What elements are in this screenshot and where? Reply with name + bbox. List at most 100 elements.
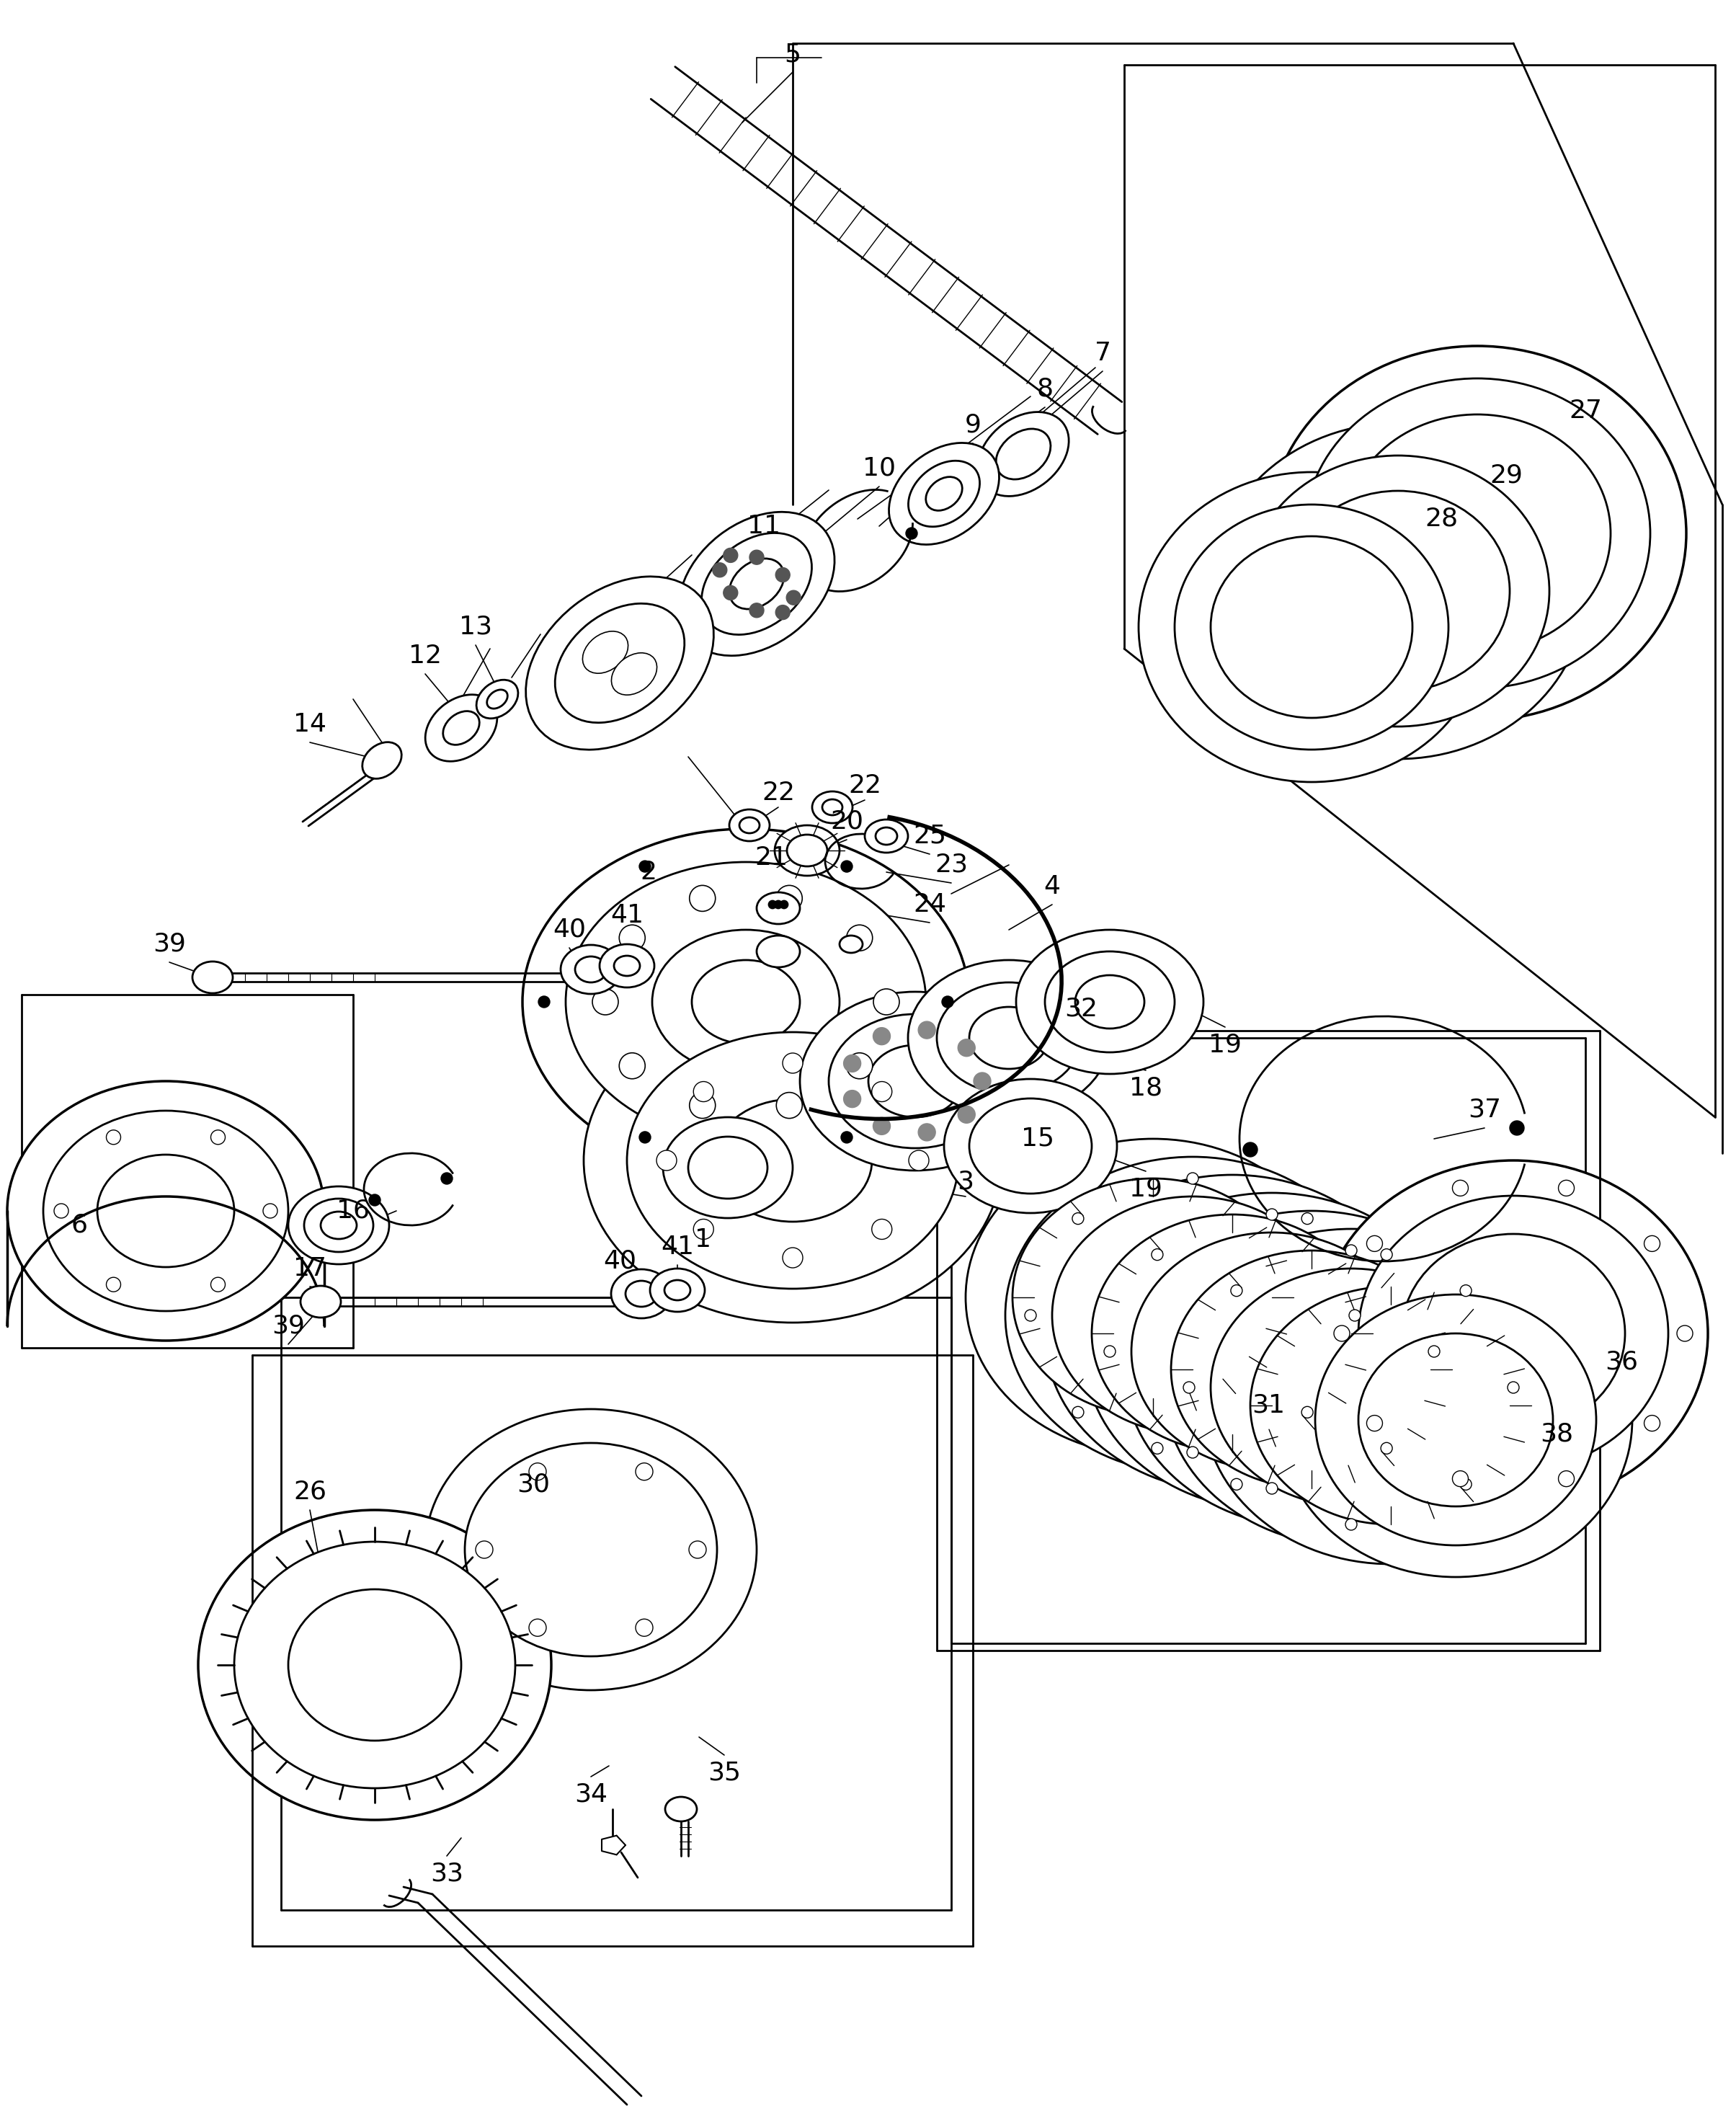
Circle shape [639,860,651,873]
Circle shape [656,1150,677,1171]
Ellipse shape [653,930,840,1074]
Circle shape [1510,1120,1524,1135]
Circle shape [639,1131,651,1144]
Text: 15: 15 [1021,1127,1054,1150]
Ellipse shape [1246,455,1549,727]
Ellipse shape [757,892,800,924]
Ellipse shape [823,799,842,816]
Circle shape [1460,1478,1472,1490]
Circle shape [1460,1285,1472,1296]
Circle shape [1266,1209,1278,1220]
Circle shape [1345,1518,1358,1531]
Ellipse shape [1250,1287,1531,1524]
Ellipse shape [969,1006,1049,1070]
Circle shape [1266,1482,1278,1495]
Circle shape [689,1093,715,1118]
Ellipse shape [1269,347,1686,721]
Text: 19: 19 [1130,1177,1163,1201]
Ellipse shape [193,962,233,994]
Ellipse shape [1045,1175,1420,1492]
Circle shape [769,901,776,909]
Ellipse shape [1052,1197,1333,1433]
Ellipse shape [583,632,628,674]
Circle shape [693,1082,713,1101]
Circle shape [1073,1213,1083,1224]
Ellipse shape [1210,1268,1491,1507]
Circle shape [1559,1471,1575,1486]
Text: 7: 7 [1094,340,1111,366]
Ellipse shape [977,412,1069,497]
Ellipse shape [1175,505,1448,750]
Text: 38: 38 [1540,1423,1573,1446]
Text: 17: 17 [293,1256,326,1281]
Ellipse shape [729,558,785,609]
Text: 12: 12 [408,643,441,668]
Ellipse shape [583,998,1002,1323]
Ellipse shape [800,991,1031,1171]
Circle shape [1366,1237,1382,1251]
Circle shape [210,1131,226,1144]
Circle shape [529,1463,547,1480]
Ellipse shape [300,1285,340,1317]
Ellipse shape [234,1541,516,1788]
Ellipse shape [575,956,608,983]
Ellipse shape [1005,1156,1380,1473]
Circle shape [1302,1213,1312,1224]
Text: 36: 36 [1604,1351,1639,1374]
Ellipse shape [665,1797,696,1822]
Circle shape [906,528,917,539]
Circle shape [799,541,809,554]
Text: 14: 14 [293,712,326,736]
Ellipse shape [505,1476,677,1624]
Ellipse shape [701,533,812,634]
Ellipse shape [1139,471,1484,782]
Text: 8: 8 [1036,376,1054,402]
Ellipse shape [321,1211,356,1239]
Ellipse shape [679,512,835,655]
Text: 2: 2 [641,860,656,884]
Circle shape [750,550,764,564]
Circle shape [873,989,899,1015]
Circle shape [1453,1180,1469,1197]
Ellipse shape [875,827,898,846]
Ellipse shape [1401,1235,1625,1433]
Circle shape [1243,1142,1257,1156]
Circle shape [1187,1173,1198,1184]
Text: 16: 16 [337,1199,370,1224]
Ellipse shape [523,829,969,1175]
Ellipse shape [757,937,800,968]
Circle shape [1349,1311,1361,1321]
Ellipse shape [561,945,621,994]
Ellipse shape [1286,490,1510,691]
Circle shape [620,926,646,951]
Text: 21: 21 [755,846,788,871]
Ellipse shape [288,1186,389,1264]
Text: 33: 33 [431,1862,464,1886]
Circle shape [774,901,781,909]
Text: 10: 10 [863,457,896,480]
Circle shape [873,1027,891,1044]
Circle shape [1151,1442,1163,1454]
Ellipse shape [425,1410,757,1691]
Text: 4: 4 [1043,875,1061,898]
Ellipse shape [774,824,840,875]
Circle shape [918,1125,936,1142]
Text: 22: 22 [849,774,882,797]
Ellipse shape [1085,1192,1460,1509]
Text: 37: 37 [1469,1097,1502,1123]
Ellipse shape [611,1268,672,1319]
Ellipse shape [693,960,800,1044]
Ellipse shape [1210,537,1413,719]
Circle shape [724,548,738,562]
Ellipse shape [1319,1161,1708,1507]
Circle shape [1366,1414,1382,1431]
Ellipse shape [908,960,1109,1116]
Circle shape [1184,1383,1194,1393]
Ellipse shape [97,1154,234,1266]
Ellipse shape [812,791,852,822]
Ellipse shape [556,602,684,723]
Circle shape [873,1118,891,1135]
Ellipse shape [925,478,962,512]
Circle shape [1453,1471,1469,1486]
Circle shape [1231,1478,1243,1490]
